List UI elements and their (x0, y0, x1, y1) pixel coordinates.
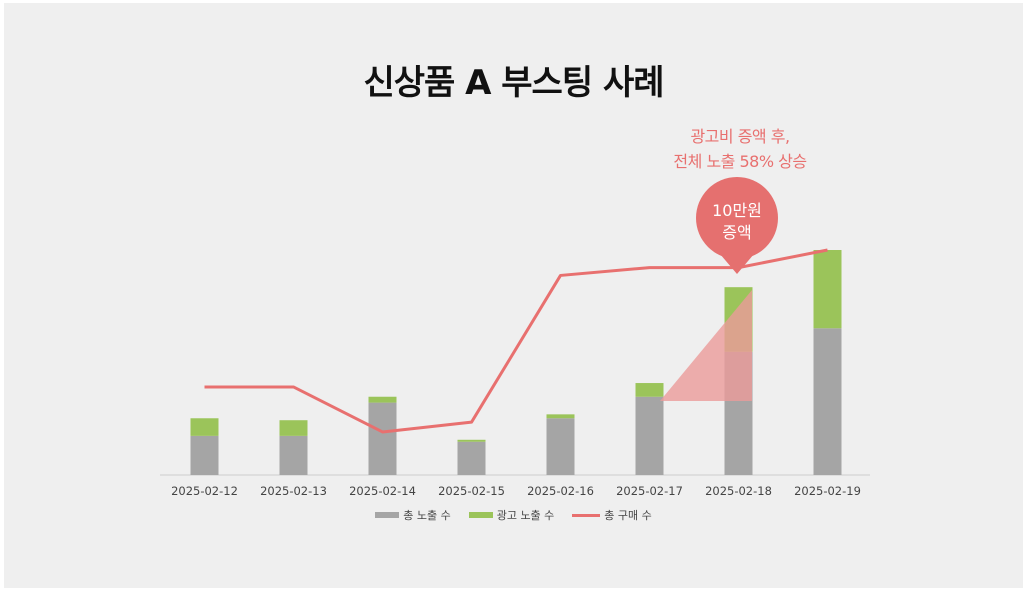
line-layer (204, 248, 828, 434)
callout-circle (696, 177, 778, 259)
callout-pointer (720, 254, 754, 274)
x-tick-label: 2025-02-13 (260, 484, 327, 498)
legend-swatch-line (572, 513, 601, 517)
x-tick-label: 2025-02-17 (616, 484, 683, 498)
annotation-line-1: 광고비 증액 후, (690, 127, 790, 146)
bar-total-exposure-2025-02-15 (457, 441, 486, 475)
annotation-line-2: 전체 노출 58% 상승 (673, 152, 807, 171)
bar-ad-exposure-2025-02-14 (368, 396, 397, 403)
bar-total-exposure-2025-02-14 (368, 402, 397, 475)
callout-pin (696, 177, 778, 274)
x-tick-label: 2025-02-15 (438, 484, 505, 498)
bar-ad-exposure-2025-02-12 (190, 418, 219, 436)
callout-line-2: 증액 (722, 223, 752, 242)
legend-item-ad-exposure: 광고 노출 수 (468, 507, 555, 523)
bar-total-exposure-2025-02-13 (279, 435, 308, 475)
bar-total-exposure-2025-02-19 (813, 328, 842, 475)
bar-ad-exposure-2025-02-16 (546, 414, 575, 419)
x-tick-label: 2025-02-14 (349, 484, 416, 498)
bar-ad-exposure-2025-02-15 (457, 439, 486, 442)
chart-title: 신상품 A 부스팅 사례 (363, 63, 664, 103)
legend-label: 총 노출 수 (403, 509, 451, 522)
annotation-note: 광고비 증액 후, 전체 노출 58% 상승 (640, 124, 840, 174)
callout-line-1: 10만원 (712, 201, 762, 220)
legend-swatch-gray (375, 512, 400, 518)
line-total-purchases (204, 248, 828, 434)
chart-background (4, 3, 1023, 588)
x-tick-label: 2025-02-19 (794, 484, 861, 498)
bars-layer (190, 250, 842, 475)
x-tick-labels: 2025-02-12 2025-02-13 2025-02-14 2025-02-15… (171, 484, 861, 498)
bar-total-exposure-2025-02-16 (546, 418, 575, 475)
bar-ad-exposure-2025-02-19 (813, 250, 842, 329)
callout-text: 10만원 증액 (697, 200, 777, 244)
legend: 총 노출 수 광고 노출 수 총 구매 수 (0, 507, 1027, 523)
x-tick-label: 2025-02-12 (171, 484, 238, 498)
legend-swatch-green (468, 512, 493, 518)
x-tick-label: 2025-02-18 (705, 484, 772, 498)
bar-ad-exposure-2025-02-17 (635, 383, 664, 397)
bar-total-exposure-2025-02-12 (190, 435, 219, 475)
legend-item-total-purchases: 총 구매 수 (572, 507, 652, 523)
legend-label: 광고 노출 수 (496, 509, 555, 522)
bar-ad-exposure-2025-02-13 (279, 420, 308, 436)
bar-total-exposure-2025-02-17 (635, 396, 664, 475)
legend-item-total-exposure: 총 노출 수 (375, 507, 451, 523)
increase-highlight-triangle (660, 290, 752, 401)
x-tick-label: 2025-02-16 (527, 484, 594, 498)
legend-label: 총 구매 수 (604, 509, 652, 522)
